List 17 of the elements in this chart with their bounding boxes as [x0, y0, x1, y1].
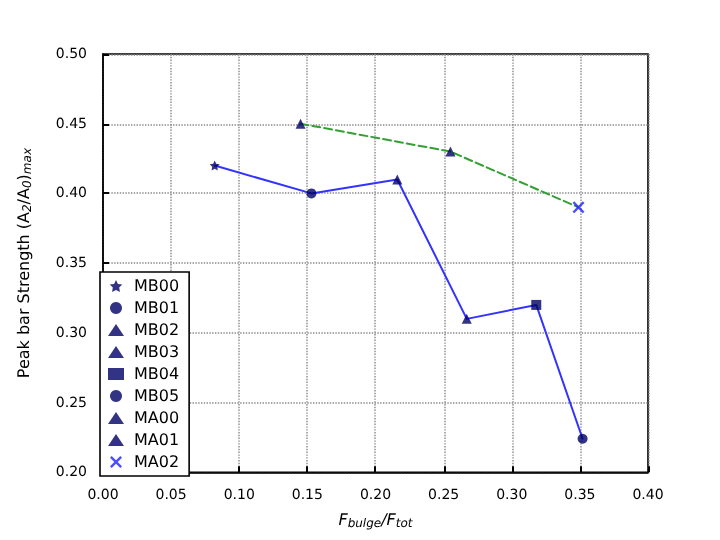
point: [392, 174, 403, 185]
point: [577, 433, 588, 444]
legend-label: MA00: [134, 409, 180, 427]
legend-label: MB04: [134, 365, 180, 383]
point: [306, 188, 317, 199]
point: [209, 160, 220, 171]
legend-label: MB02: [134, 321, 180, 339]
point: [445, 146, 456, 157]
legend-label: MB01: [134, 299, 180, 317]
legend-label: MB00: [134, 277, 180, 295]
point: [531, 299, 542, 310]
point: [461, 313, 472, 324]
legend-label: MA02: [134, 453, 180, 471]
legend-label: MB03: [134, 343, 180, 361]
legend-label: MA01: [134, 431, 180, 449]
point: [295, 118, 306, 129]
legend-label: MB05: [134, 387, 180, 405]
